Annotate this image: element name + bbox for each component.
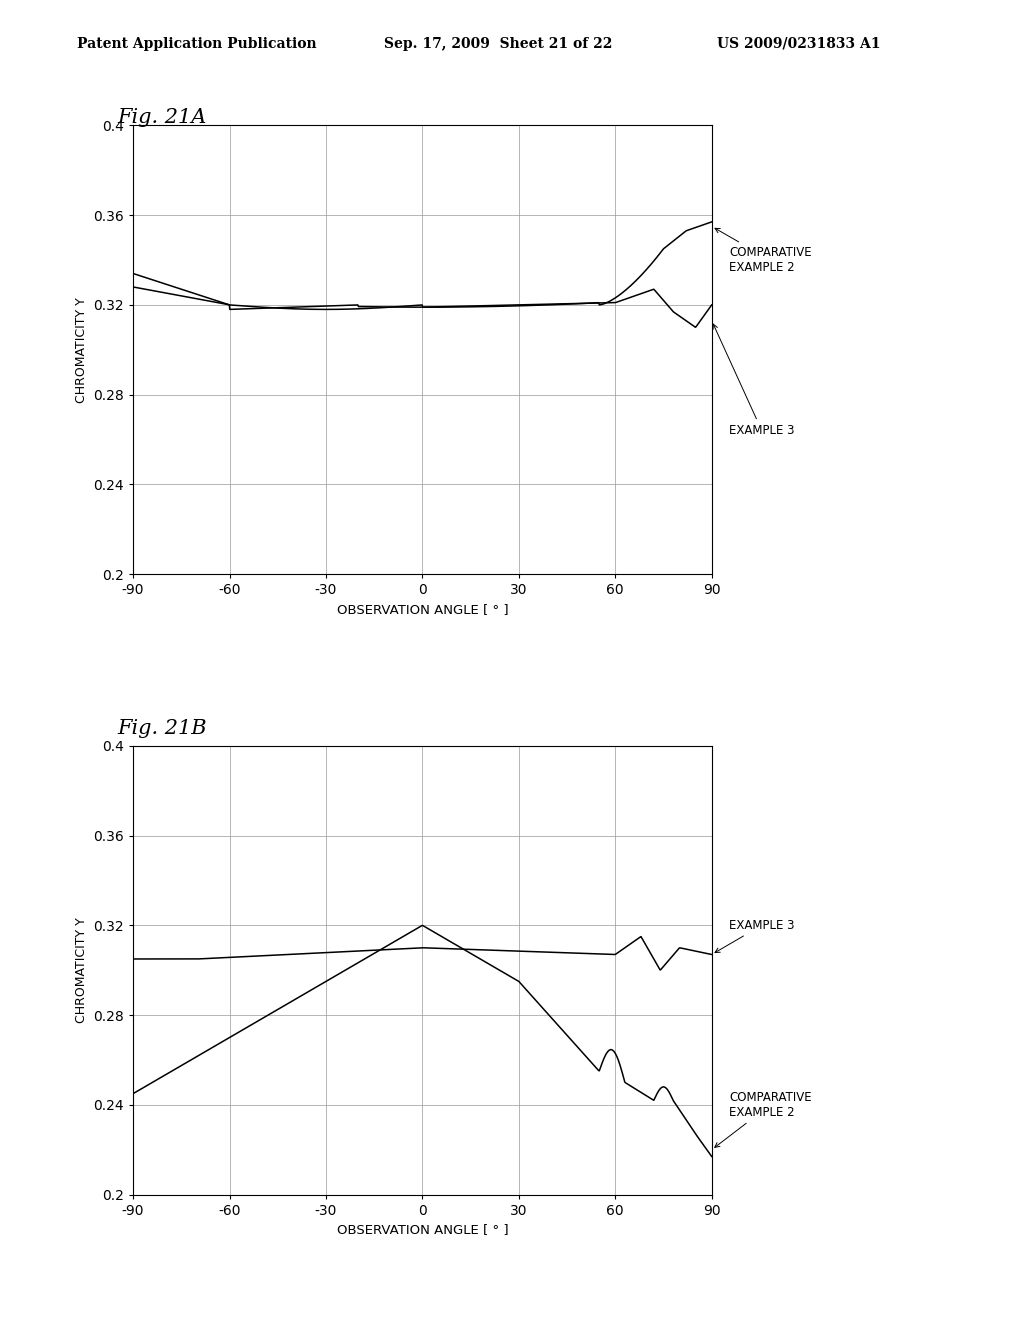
Text: EXAMPLE 3: EXAMPLE 3 (715, 919, 795, 953)
Y-axis label: CHROMATICITY Y: CHROMATICITY Y (75, 297, 88, 403)
Text: Fig. 21A: Fig. 21A (118, 108, 207, 127)
X-axis label: OBSERVATION ANGLE [ ° ]: OBSERVATION ANGLE [ ° ] (337, 603, 508, 616)
Text: Patent Application Publication: Patent Application Publication (77, 37, 316, 51)
Text: US 2009/0231833 A1: US 2009/0231833 A1 (717, 37, 881, 51)
Text: Fig. 21B: Fig. 21B (118, 719, 208, 738)
Text: COMPARATIVE
EXAMPLE 2: COMPARATIVE EXAMPLE 2 (715, 228, 812, 275)
Text: COMPARATIVE
EXAMPLE 2: COMPARATIVE EXAMPLE 2 (715, 1090, 812, 1147)
Text: EXAMPLE 3: EXAMPLE 3 (713, 325, 795, 437)
Text: Sep. 17, 2009  Sheet 21 of 22: Sep. 17, 2009 Sheet 21 of 22 (384, 37, 612, 51)
X-axis label: OBSERVATION ANGLE [ ° ]: OBSERVATION ANGLE [ ° ] (337, 1224, 508, 1237)
Y-axis label: CHROMATICITY Y: CHROMATICITY Y (75, 917, 88, 1023)
